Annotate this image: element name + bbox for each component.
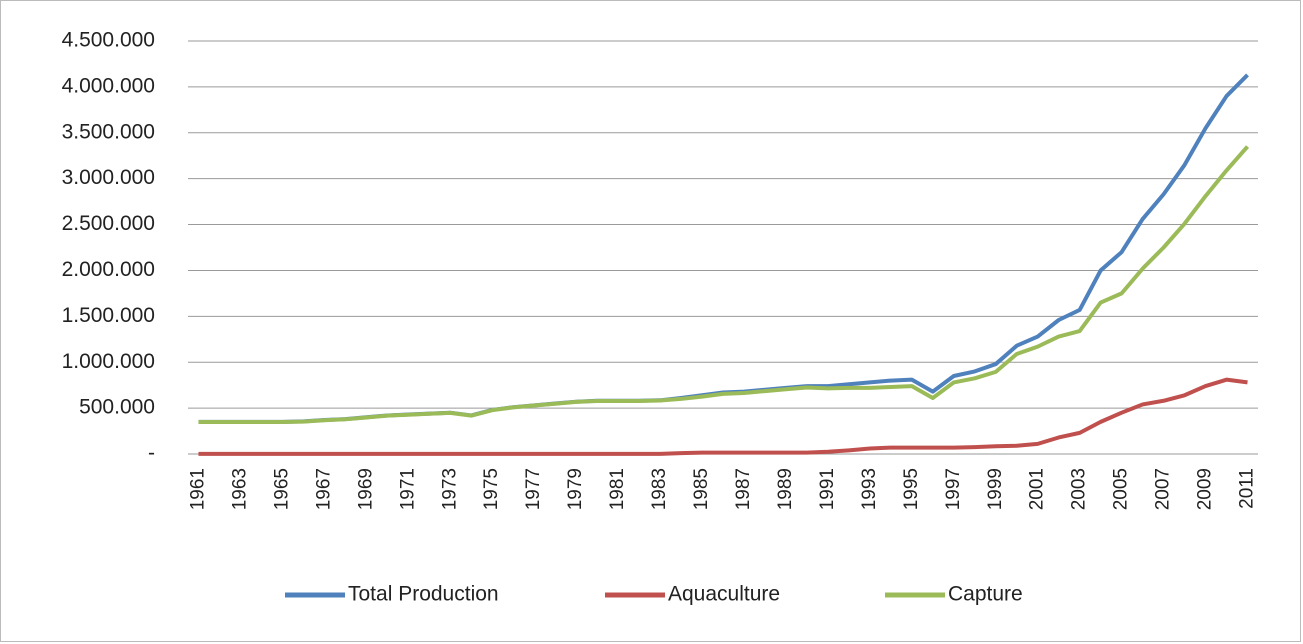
legend-label: Capture bbox=[948, 583, 1023, 606]
x-tick-label: 1983 bbox=[649, 468, 670, 510]
y-tick-label: 4.000.000 bbox=[62, 74, 155, 97]
x-tick-label: 1985 bbox=[691, 468, 712, 510]
legend-label: Aquaculture bbox=[668, 583, 780, 606]
x-tick-label: 1995 bbox=[901, 468, 922, 510]
x-tick-label: 1973 bbox=[439, 468, 460, 510]
y-tick-label: 2.500.000 bbox=[62, 212, 155, 235]
x-tick-label: 1981 bbox=[607, 468, 628, 510]
x-tick-label: 1991 bbox=[817, 468, 838, 510]
x-tick-label: 1993 bbox=[859, 468, 880, 510]
x-tick-label: 1979 bbox=[565, 468, 586, 510]
x-tick-label: 1965 bbox=[271, 468, 292, 510]
x-tick-label: 2001 bbox=[1027, 468, 1048, 510]
legend-label: Total Production bbox=[348, 583, 499, 606]
y-tick-label: 4.500.000 bbox=[62, 29, 155, 52]
x-tick-label: 1989 bbox=[775, 468, 796, 510]
x-tick-label: 1961 bbox=[188, 468, 209, 510]
x-tick-label: 1969 bbox=[355, 468, 376, 510]
y-tick-label: 500.000 bbox=[79, 396, 155, 419]
x-tick-label: 1999 bbox=[985, 468, 1006, 510]
x-tick-label: 2005 bbox=[1111, 468, 1132, 510]
x-tick-label: 1967 bbox=[313, 468, 334, 510]
x-tick-label: 1987 bbox=[733, 468, 754, 510]
series-line bbox=[198, 377, 1248, 456]
y-tick-label: 2.000.000 bbox=[62, 258, 155, 281]
x-tick-label: 1971 bbox=[397, 468, 418, 510]
y-tick-label: 3.000.000 bbox=[62, 166, 155, 189]
x-tick-label: 2009 bbox=[1195, 468, 1216, 510]
x-tick-label: 1963 bbox=[229, 468, 250, 510]
x-tick-label: 2007 bbox=[1153, 468, 1174, 510]
y-tick-label: 1.000.000 bbox=[62, 350, 155, 373]
y-tick-label: - bbox=[148, 442, 155, 465]
x-tick-label: 2003 bbox=[1069, 468, 1090, 510]
x-tick-label: 2011 bbox=[1237, 468, 1258, 509]
y-tick-label: 1.500.000 bbox=[62, 304, 155, 327]
x-tick-label: 1977 bbox=[523, 468, 544, 510]
series-line bbox=[198, 145, 1250, 425]
x-tick-label: 1975 bbox=[481, 468, 502, 510]
y-tick-label: 3.500.000 bbox=[62, 120, 155, 143]
x-tick-label: 1997 bbox=[943, 468, 964, 510]
